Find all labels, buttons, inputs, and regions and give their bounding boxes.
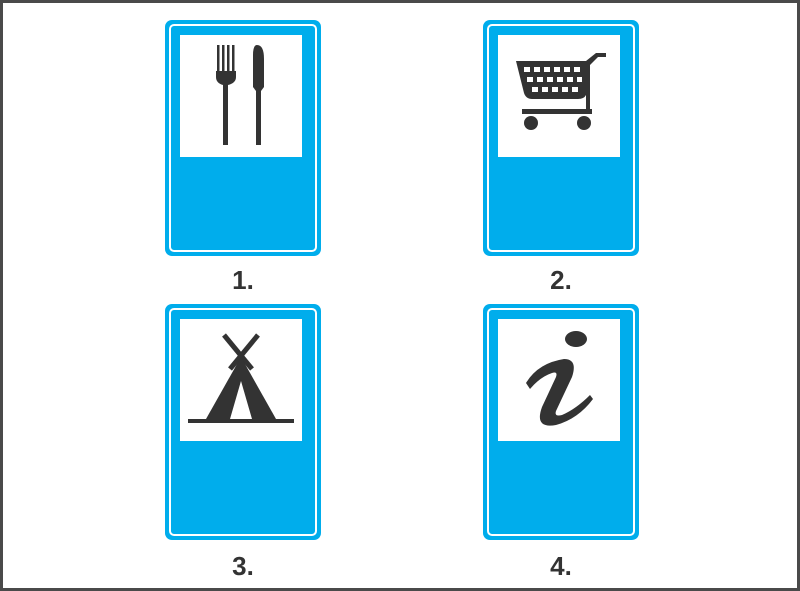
sign-caption: 4. (550, 551, 572, 581)
road-sign-restaurant (166, 21, 320, 255)
information-i-icon (526, 331, 593, 426)
camping-tent-icon (188, 333, 294, 423)
road-sign-information (484, 305, 638, 539)
sign-symbol-panel (180, 319, 302, 441)
sign-symbol-panel (498, 35, 620, 157)
sign-caption: 3. (232, 551, 254, 581)
sign-border (169, 308, 317, 536)
sign-caption: 2. (550, 265, 572, 295)
sign-symbol-panel (180, 35, 302, 157)
sign-symbol-panel (498, 319, 620, 441)
shopping-cart-icon (516, 53, 606, 130)
sign-caption: 1. (232, 265, 254, 295)
restaurant-fork-knife-icon (216, 45, 264, 145)
road-sign-shopping (484, 21, 638, 255)
sign-border (169, 24, 317, 252)
sign-border (487, 24, 635, 252)
sign-border (487, 308, 635, 536)
road-sign-camping (166, 305, 320, 539)
